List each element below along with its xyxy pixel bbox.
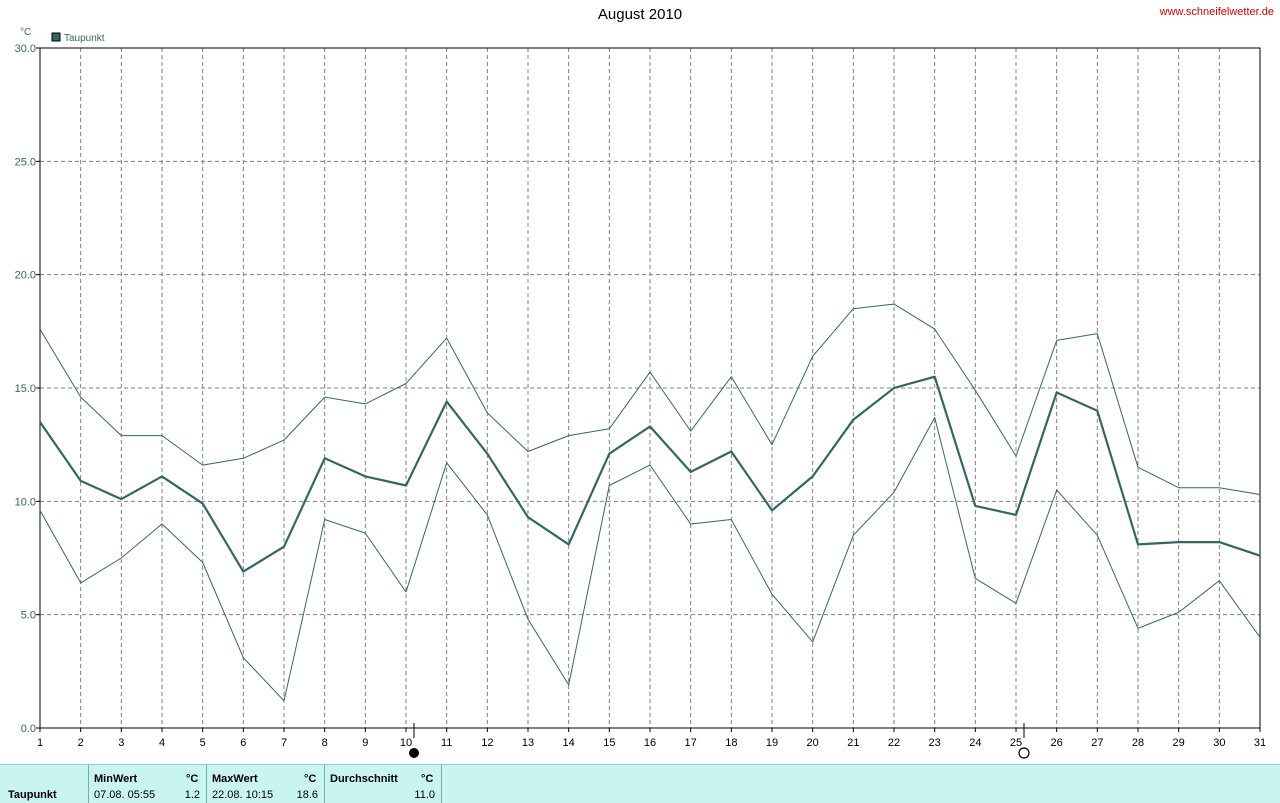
x-tick-label: 8 bbox=[322, 737, 328, 749]
new-moon-icon bbox=[409, 748, 419, 758]
divider bbox=[206, 765, 207, 803]
x-tick-label: 1 bbox=[37, 737, 43, 749]
x-tick-label: 6 bbox=[240, 737, 246, 749]
avg-unit: °C bbox=[421, 773, 434, 785]
x-tick-label: 18 bbox=[725, 737, 737, 749]
x-tick-label: 16 bbox=[644, 737, 656, 749]
max-header: MaxWert bbox=[212, 773, 258, 785]
data-lines bbox=[39, 303, 1261, 702]
series-line-mean bbox=[39, 375, 1261, 573]
min-header: MinWert bbox=[94, 773, 138, 785]
moon-markers bbox=[409, 723, 1030, 759]
x-tick-label: 30 bbox=[1213, 737, 1225, 749]
min-when: 07.08. 05:55 bbox=[94, 789, 156, 801]
grid-lines bbox=[40, 48, 1260, 728]
x-tick-label: 12 bbox=[481, 737, 493, 749]
legend: Taupunkt bbox=[51, 32, 105, 44]
x-tick-labels: 1 2 3 4 5 6 7 8 9 10 11 12 13 14 15 16 17 18 19 20 21 22 23 24 2… bbox=[37, 737, 1266, 749]
x-tick-label: 24 bbox=[969, 737, 981, 749]
x-tick-label: 17 bbox=[685, 737, 697, 749]
x-tick-label: 19 bbox=[766, 737, 778, 749]
plot-frame bbox=[39, 47, 1261, 729]
chart-canvas: 0.05.010.015.020.025.030.0 1 2 3 4 5 6 7 8 9 10 11… bbox=[15, 27, 1266, 759]
site-link[interactable]: www.schneifelwetter.de bbox=[1159, 6, 1274, 18]
axes bbox=[36, 47, 1261, 732]
y-tick-label: 15.0 bbox=[15, 383, 36, 395]
divider bbox=[324, 765, 325, 803]
x-tick-label: 4 bbox=[159, 737, 165, 749]
footer-row-label: Taupunkt bbox=[8, 789, 57, 801]
x-tick-label: 22 bbox=[888, 737, 900, 749]
y-tick-label: 10.0 bbox=[15, 496, 36, 508]
x-tick-label: 27 bbox=[1091, 737, 1103, 749]
divider bbox=[441, 765, 442, 803]
x-tick-label: 5 bbox=[200, 737, 206, 749]
x-tick-label: 9 bbox=[362, 737, 368, 749]
x-tick-label: 29 bbox=[1173, 737, 1185, 749]
x-tick-label: 20 bbox=[807, 737, 819, 749]
y-tick-label: 30.0 bbox=[15, 43, 36, 55]
divider bbox=[88, 765, 89, 803]
x-tick-label: 15 bbox=[603, 737, 615, 749]
x-tick-label: 23 bbox=[929, 737, 941, 749]
y-tick-label: 0.0 bbox=[21, 723, 36, 735]
x-tick-label: 3 bbox=[118, 737, 124, 749]
y-tick-labels: 0.0 5.0 10.0 15.0 20.0 25.0 30.0 bbox=[15, 43, 36, 735]
x-tick-label: 26 bbox=[1051, 737, 1063, 749]
x-tick-label: 2 bbox=[78, 737, 84, 749]
avg-header: Durchschnitt bbox=[330, 773, 398, 785]
x-tick-label: 25 bbox=[1010, 737, 1022, 749]
x-tick-label: 10 bbox=[400, 737, 412, 749]
x-tick-label: 31 bbox=[1254, 737, 1266, 749]
y-tick-label: 25.0 bbox=[15, 156, 36, 168]
x-tick-label: 28 bbox=[1132, 737, 1144, 749]
series-line-min bbox=[39, 417, 1261, 702]
legend-label: Taupunkt bbox=[64, 33, 105, 44]
x-tick-label: 21 bbox=[847, 737, 859, 749]
x-tick-label: 13 bbox=[522, 737, 534, 749]
avg-value: 11.0 bbox=[414, 789, 435, 801]
stats-footer: Taupunkt MinWert °C 07.08. 05:55 1.2 Max… bbox=[0, 764, 1280, 803]
max-when: 22.08. 10:15 bbox=[212, 789, 274, 801]
series-line-max bbox=[39, 303, 1261, 495]
full-moon-icon bbox=[1018, 747, 1030, 759]
x-tick-label: 11 bbox=[441, 737, 452, 749]
min-unit: °C bbox=[186, 773, 199, 785]
chart-title: August 2010 bbox=[597, 6, 683, 23]
x-tick-label: 14 bbox=[563, 737, 575, 749]
x-tick-label: 7 bbox=[281, 737, 287, 749]
y-unit-label: °C bbox=[20, 27, 31, 38]
y-tick-label: 5.0 bbox=[21, 610, 36, 622]
max-value: 18.6 bbox=[296, 789, 318, 801]
min-value: 1.2 bbox=[184, 789, 200, 801]
max-unit: °C bbox=[304, 773, 317, 785]
legend-swatch bbox=[51, 32, 61, 42]
y-tick-label: 20.0 bbox=[15, 270, 36, 282]
